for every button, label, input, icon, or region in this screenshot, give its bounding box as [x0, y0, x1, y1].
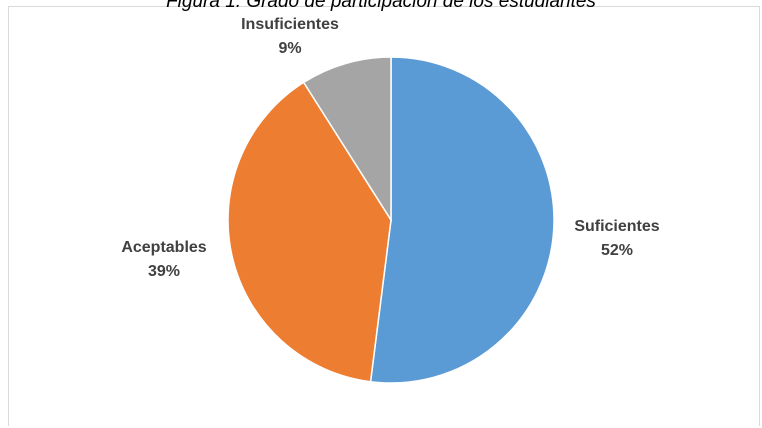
slice-value-insuficientes: 9%: [278, 40, 301, 57]
pie-slice-insuficientes: [302, 56, 392, 223]
chart-area: [8, 6, 760, 426]
slice-label-insuficientes: Insuficientes: [241, 16, 339, 33]
pie-slice-suficientes: [369, 56, 555, 384]
slice-label-aceptables: Aceptables: [121, 239, 206, 256]
slice-label-suficientes: Suficientes: [574, 218, 659, 235]
slice-value-aceptables: 39%: [148, 263, 180, 280]
slice-value-suficientes: 52%: [601, 242, 633, 259]
chart-caption: Figura 1. Grado de participación de los …: [166, 0, 596, 12]
